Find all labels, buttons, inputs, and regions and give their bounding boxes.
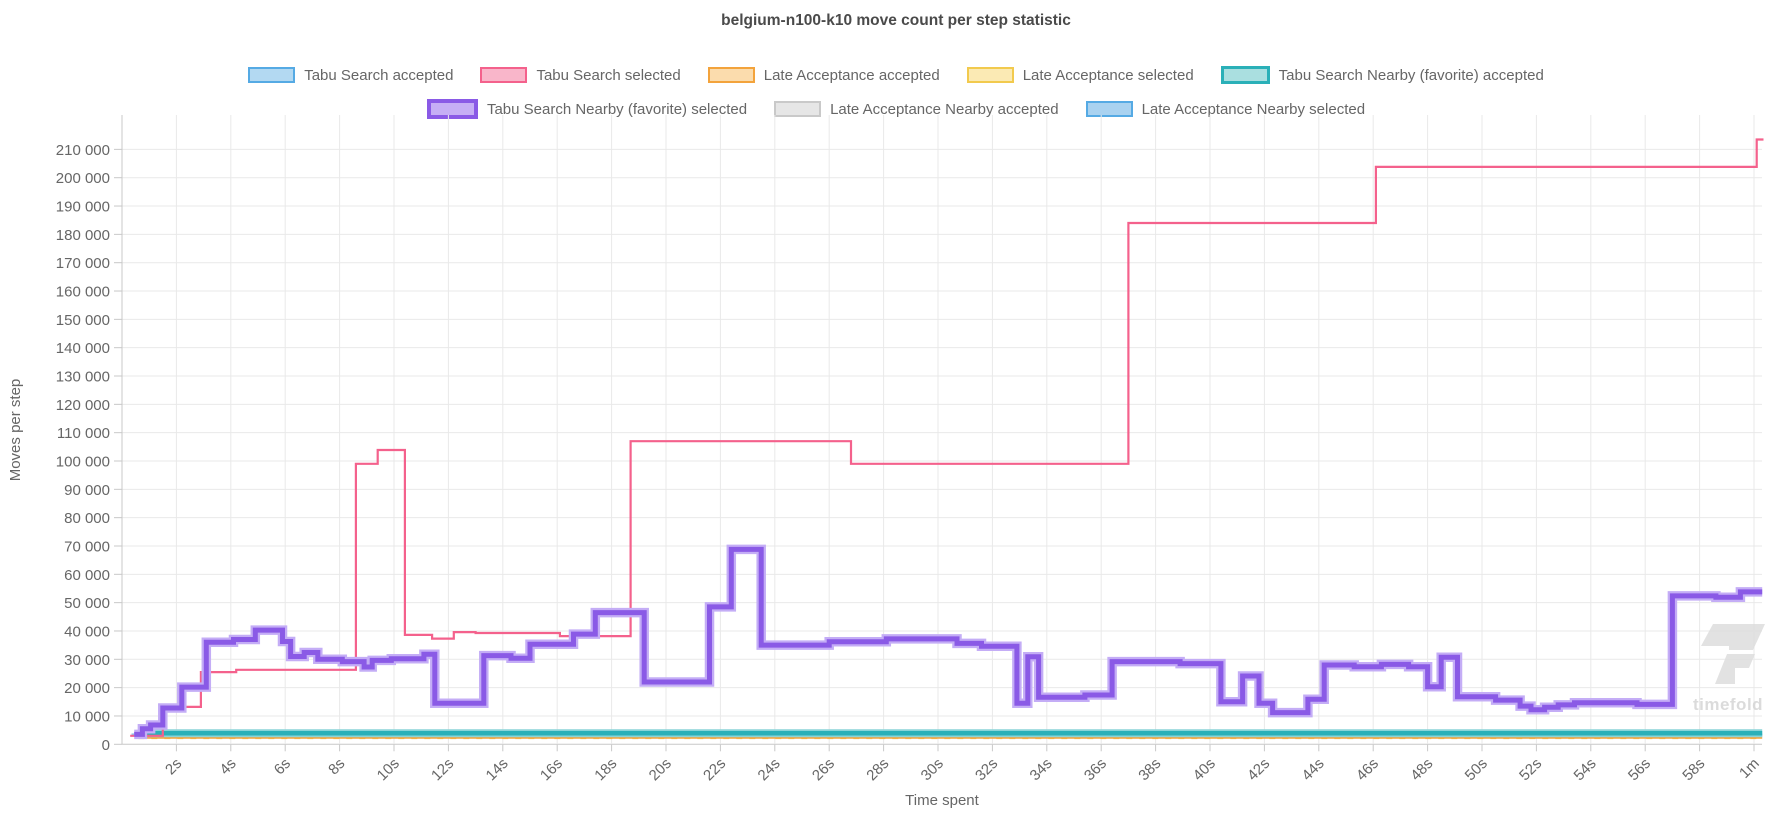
legend-item-tabu-search-nearby-favorite-accepted[interactable]: Tabu Search Nearby (favorite) accepted [1220, 66, 1544, 84]
series-tabu-search-selected [130, 138, 1764, 737]
legend-swatch-late-acceptance-nearby-selected [1085, 101, 1133, 117]
y-tick-label: 10 000 [64, 708, 110, 725]
legend-swatch-late-acceptance-accepted [707, 67, 755, 83]
x-tick-label: 2s [162, 755, 185, 778]
x-tick-label: 8s [325, 755, 348, 778]
y-tick-label: 30 000 [64, 652, 110, 669]
y-tick-label: 130 000 [56, 369, 110, 386]
y-tick-label: 70 000 [64, 538, 110, 555]
y-tick-label: 100 000 [56, 454, 110, 471]
y-tick-label: 110 000 [57, 425, 110, 442]
watermark-text: timefold [1692, 695, 1764, 714]
legend-item-tabu-search-accepted[interactable]: Tabu Search accepted [248, 67, 453, 84]
y-tick-label: 0 [102, 737, 110, 754]
y-tick-label: 140 000 [56, 340, 110, 357]
legend-row-2: Tabu Search Nearby (favorite) selected La… [0, 94, 1792, 124]
x-tick-label: 50s [1462, 755, 1491, 784]
x-tick-label: 12s [428, 755, 457, 784]
legend-item-late-acceptance-nearby-selected[interactable]: Late Acceptance Nearby selected [1085, 100, 1366, 118]
legend-swatch-tabu-search-selected [480, 67, 528, 83]
legend-label: Tabu Search accepted [304, 66, 454, 84]
x-tick-label: 30s [918, 755, 947, 784]
legend-label: Late Acceptance Nearby accepted [830, 100, 1059, 118]
x-tick-label: 18s [591, 755, 620, 784]
series-tabu-search-nearby-favorite-selected [134, 546, 1763, 737]
legend-item-late-acceptance-accepted[interactable]: Late Acceptance accepted [707, 66, 940, 84]
x-tick-label: 24s [755, 755, 784, 784]
x-tick-label: 22s [700, 755, 729, 784]
x-tick-label: 54s [1571, 755, 1600, 784]
x-tick-label: 44s [1299, 755, 1328, 784]
legend-item-tabu-search-nearby-favorite-selected[interactable]: Tabu Search Nearby (favorite) selected [426, 99, 748, 119]
legend-label: Tabu Search Nearby (favorite) selected [486, 100, 748, 118]
legend-item-late-acceptance-nearby-accepted[interactable]: Late Acceptance Nearby accepted [774, 101, 1059, 118]
legend-label: Tabu Search selected [536, 66, 681, 84]
x-tick-label: 40s [1190, 755, 1219, 784]
x-tick-label: 4s [216, 755, 239, 778]
x-tick-label: 20s [646, 755, 675, 784]
x-tick-label: 34s [1027, 755, 1056, 784]
y-tick-label: 90 000 [64, 482, 110, 499]
y-tick-label: 80 000 [64, 510, 110, 527]
legend-item-late-acceptance-selected[interactable]: Late Acceptance selected [966, 66, 1194, 84]
chart-title: belgium-n100-k10 move count per step sta… [721, 12, 1071, 29]
x-axis-title: Time spent [905, 792, 979, 809]
y-tick-label: 200 000 [56, 170, 110, 187]
legend-item-tabu-search-selected[interactable]: Tabu Search selected [480, 66, 681, 84]
legend-swatch-late-acceptance-nearby-accepted [774, 101, 822, 117]
legend-label: Tabu Search Nearby (favorite) accepted [1278, 66, 1544, 84]
x-tick-label: 48s [1407, 755, 1436, 784]
timefold-watermark: timefold [1686, 624, 1770, 715]
y-axis-title: Moves per step [7, 378, 24, 482]
x-tick-label: 56s [1625, 755, 1654, 784]
x-tick-label: 52s [1516, 755, 1545, 784]
y-tick-label: 160 000 [56, 284, 110, 301]
timefold-logo-icon [1701, 624, 1765, 684]
legend-label: Late Acceptance Nearby selected [1141, 100, 1366, 118]
legend-swatch-tabu-search-nearby-favorite-accepted [1220, 66, 1270, 84]
x-tick-label: 6s [271, 755, 294, 778]
legend-label: Late Acceptance accepted [763, 66, 940, 84]
legend-swatch-tabu-search-accepted [248, 67, 296, 83]
x-tick-label: 36s [1081, 755, 1110, 784]
y-tick-label: 170 000 [56, 255, 110, 272]
x-tick-label: 16s [537, 755, 566, 784]
x-tick-label: 46s [1353, 755, 1382, 784]
y-tick-label: 210 000 [56, 142, 110, 159]
x-tick-label: 26s [809, 755, 838, 784]
x-tick-label: 42s [1244, 755, 1273, 784]
x-tick-label: 32s [972, 755, 1001, 784]
x-tick-label: 38s [1135, 755, 1164, 784]
y-tick-label: 180 000 [56, 227, 110, 244]
x-tick-label: 28s [863, 755, 892, 784]
y-tick-label: 50 000 [64, 595, 110, 612]
y-tick-label: 40 000 [64, 623, 110, 640]
y-tick-label: 20 000 [64, 680, 110, 697]
y-tick-label: 190 000 [56, 199, 110, 216]
y-tick-label: 150 000 [56, 312, 110, 329]
legend-row-1: Tabu Search accepted Tabu Search selected… [0, 60, 1792, 90]
y-tick-label: 60 000 [64, 567, 110, 584]
legend-swatch-late-acceptance-selected [966, 67, 1014, 83]
x-tick-label: 14s [483, 755, 512, 784]
x-tick-label: 10s [374, 755, 403, 784]
y-tick-label: 120 000 [56, 397, 110, 414]
legend-label: Late Acceptance selected [1022, 66, 1194, 84]
x-tick-label: 1m [1736, 755, 1763, 782]
legend-swatch-tabu-search-nearby-favorite-selected [426, 99, 478, 119]
x-tick-label: 58s [1679, 755, 1708, 784]
